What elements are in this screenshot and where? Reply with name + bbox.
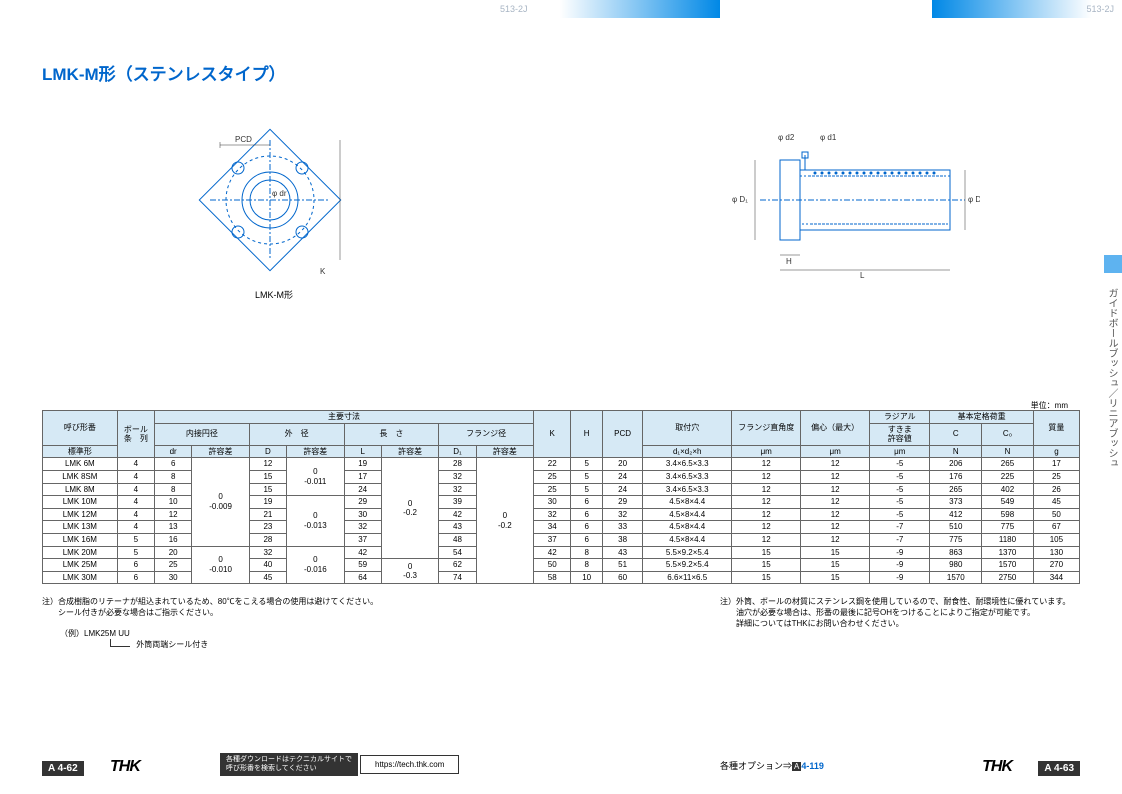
notes-right: 注）外筒、ボールの材質にステンレス鋼を使用しているので、耐食性、耐環境性に優れて… xyxy=(720,596,1070,630)
figure-flange-view: PCD φ dr K xyxy=(180,120,360,282)
logo-right: THK xyxy=(982,758,1012,776)
svg-text:L: L xyxy=(860,271,865,280)
figure-caption: LMK-M形 xyxy=(255,288,293,301)
svg-text:φ D: φ D xyxy=(968,195,980,204)
svg-text:φ D₁: φ D₁ xyxy=(732,195,748,204)
page-num-right: A 4-63 xyxy=(1038,761,1080,776)
option-link: 各種オプション⇒A4-119 xyxy=(720,759,824,772)
download-box: 各種ダウンロードはテクニカルサイトで呼び形番を検索してください https://… xyxy=(220,753,459,776)
figure-side-view: φ d2 φ d1 φ D₁ φ D H L xyxy=(720,120,980,282)
svg-text:PCD: PCD xyxy=(235,135,252,144)
example-callout: （例）LMK25M UU 外筒両端シール付き xyxy=(60,628,208,650)
notes-left: 注）合成樹脂のリテーナが組込まれているため、80℃をこえる場合の使用は避けてくだ… xyxy=(42,596,378,618)
side-tab-label: ガイドボールブッシュ／リニアブッシュ xyxy=(1101,280,1122,476)
svg-text:φ d2: φ d2 xyxy=(778,133,795,142)
svg-text:φ dr: φ dr xyxy=(272,189,287,198)
page-num-left: A 4-62 xyxy=(42,761,84,776)
page-marker-left: 513-2J xyxy=(500,4,528,14)
side-tab-square xyxy=(1104,255,1122,273)
page-title: LMK-M形（ステンレスタイプ） xyxy=(42,60,286,85)
page-marker-right: 513-2J xyxy=(1086,4,1114,14)
svg-text:H: H xyxy=(786,257,792,266)
logo-left: THK xyxy=(110,758,140,776)
spec-table: 呼び形番ボール条 列 主要寸法 KHPCD 取付穴 フランジ直角度偏心（最大） … xyxy=(42,410,1080,584)
svg-text:φ d1: φ d1 xyxy=(820,133,837,142)
svg-text:K: K xyxy=(320,267,326,276)
download-link[interactable]: https://tech.thk.com xyxy=(360,755,459,774)
